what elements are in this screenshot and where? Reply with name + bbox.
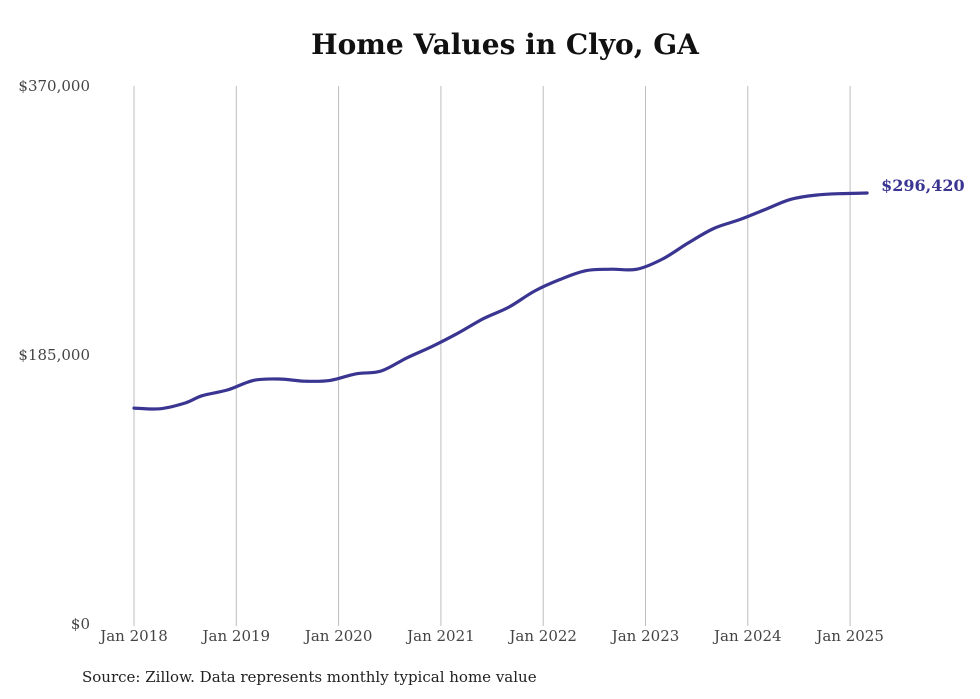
y-tick-label: $370,000: [18, 77, 90, 95]
x-axis-ticks: Jan 2018 Jan 2019 Jan 2020 Jan 2021 Jan 2022…: [98, 627, 884, 645]
x-tick-label: Jan 2025: [814, 627, 884, 645]
end-value-label: $296,420: [881, 176, 965, 195]
gridlines: [133, 86, 851, 626]
series-line-0: [132, 191, 869, 411]
series-layer: $296,420: [132, 176, 965, 411]
x-tick-label: Jan 2020: [303, 627, 373, 645]
source-note: Source: Zillow. Data represents monthly …: [82, 668, 537, 686]
x-tick-label: Jan 2024: [712, 627, 782, 645]
y-tick-label: $0: [71, 615, 90, 633]
x-tick-label: Jan 2023: [610, 627, 680, 645]
x-tick-label: Jan 2022: [507, 627, 577, 645]
x-tick-label: Jan 2018: [98, 627, 168, 645]
y-tick-label: $185,000: [18, 346, 90, 364]
chart-title: Home Values in Clyo, GA: [311, 28, 699, 61]
y-axis-ticks: $0 $185,000 $370,000: [18, 77, 90, 633]
x-tick-label: Jan 2021: [405, 627, 475, 645]
x-tick-label: Jan 2019: [201, 627, 271, 645]
